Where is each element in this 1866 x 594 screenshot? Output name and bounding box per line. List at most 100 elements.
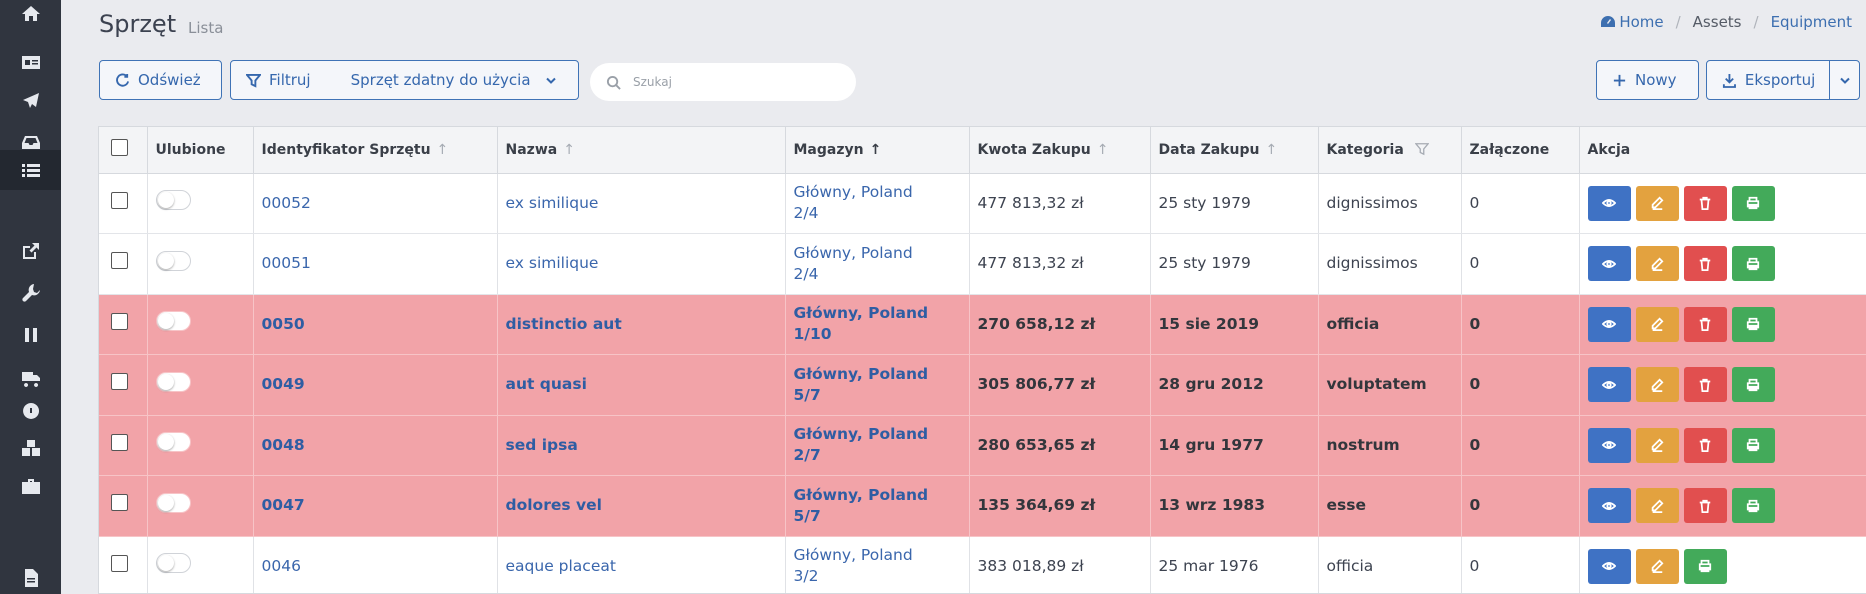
favorite-toggle[interactable] bbox=[155, 190, 191, 211]
sidebar-item-documents[interactable] bbox=[0, 558, 61, 594]
delete-button[interactable] bbox=[1683, 306, 1727, 342]
equipment-name-link[interactable]: ex similique bbox=[497, 233, 786, 295]
sidebar-item-list[interactable] bbox=[0, 150, 61, 190]
sidebar-item-travel[interactable] bbox=[0, 81, 61, 121]
row-checkbox[interactable] bbox=[111, 191, 128, 209]
edit-button[interactable] bbox=[1635, 367, 1679, 403]
equipment-id-link[interactable]: 0050 bbox=[253, 294, 498, 355]
equipment-id-link[interactable]: 0046 bbox=[253, 536, 498, 593]
sidebar-item-work[interactable] bbox=[0, 466, 61, 506]
favorite-toggle[interactable] bbox=[155, 371, 191, 392]
search-box[interactable] bbox=[590, 63, 856, 101]
export-dropdown-toggle[interactable] bbox=[1829, 61, 1859, 99]
view-button[interactable] bbox=[1587, 427, 1631, 463]
sort-arrow-icon[interactable]: ↑ bbox=[563, 141, 575, 158]
view-button[interactable] bbox=[1587, 488, 1631, 524]
row-checkbox[interactable] bbox=[111, 494, 128, 512]
breadcrumb-equipment[interactable]: Equipment bbox=[1770, 13, 1852, 31]
equipment-name-link[interactable]: dolores vel bbox=[497, 475, 786, 537]
sidebar-item-external[interactable] bbox=[0, 231, 61, 271]
refresh-button[interactable]: Odśwież bbox=[99, 60, 222, 100]
print-button[interactable] bbox=[1731, 246, 1775, 282]
equipment-name-link[interactable]: ex similique bbox=[497, 173, 786, 234]
print-button[interactable] bbox=[1731, 367, 1775, 403]
delete-button[interactable] bbox=[1683, 246, 1727, 282]
column-header-amount[interactable]: Kwota Zakupu ↑ bbox=[969, 127, 1151, 174]
equipment-name-link[interactable]: aut quasi bbox=[497, 354, 786, 416]
favorite-toggle[interactable] bbox=[155, 492, 191, 513]
sidebar-item-transport[interactable] bbox=[0, 357, 61, 397]
equipment-id-link[interactable]: 00051 bbox=[253, 233, 498, 295]
sort-arrow-active-icon[interactable]: ↑ bbox=[869, 141, 882, 158]
delete-button[interactable] bbox=[1683, 427, 1727, 463]
warehouse-link[interactable]: Główny, Poland 3/2 bbox=[785, 536, 970, 593]
print-button[interactable] bbox=[1683, 548, 1727, 584]
row-checkbox[interactable] bbox=[111, 373, 128, 391]
sort-arrow-icon[interactable]: ↑ bbox=[1265, 141, 1278, 158]
export-button[interactable]: Eksportuj bbox=[1706, 60, 1860, 100]
sidebar-item-contacts[interactable] bbox=[0, 42, 61, 82]
equipment-id-link[interactable]: 0049 bbox=[253, 354, 498, 416]
warehouse-link[interactable]: Główny, Poland 2/4 bbox=[785, 233, 970, 295]
equipment-id-link[interactable]: 00052 bbox=[253, 173, 498, 234]
table-row[interactable]: 0047 dolores vel Główny, Poland 5/7 135 364,… bbox=[99, 475, 1866, 537]
edit-button[interactable] bbox=[1635, 548, 1679, 584]
breadcrumb-home[interactable]: Home bbox=[1619, 13, 1664, 31]
view-button[interactable] bbox=[1587, 367, 1631, 403]
row-checkbox[interactable] bbox=[111, 554, 128, 572]
table-row[interactable]: 0046 eaque placeat Główny, Poland 3/2 383 01… bbox=[99, 536, 1866, 593]
warehouse-link[interactable]: Główny, Poland 2/7 bbox=[785, 415, 970, 476]
view-button[interactable] bbox=[1587, 246, 1631, 282]
equipment-id-link[interactable]: 0048 bbox=[253, 415, 498, 476]
edit-button[interactable] bbox=[1635, 185, 1679, 221]
view-button[interactable] bbox=[1587, 306, 1631, 342]
sidebar-item-paused[interactable] bbox=[0, 315, 61, 355]
select-all-checkbox[interactable] bbox=[111, 139, 128, 157]
warehouse-link[interactable]: Główny, Poland 5/7 bbox=[785, 354, 970, 416]
sort-arrow-icon[interactable]: ↑ bbox=[436, 141, 449, 158]
table-row[interactable]: 0050 distinctio aut Główny, Poland 1/10 270 … bbox=[99, 294, 1866, 355]
print-button[interactable] bbox=[1731, 185, 1775, 221]
sidebar-item-dashboard[interactable] bbox=[0, 391, 61, 431]
sidebar-item-inbox[interactable] bbox=[0, 122, 61, 162]
edit-button[interactable] bbox=[1635, 488, 1679, 524]
warehouse-link[interactable]: Główny, Poland 2/4 bbox=[785, 173, 970, 234]
delete-button[interactable] bbox=[1683, 185, 1727, 221]
row-checkbox[interactable] bbox=[111, 312, 128, 330]
search-input[interactable] bbox=[633, 75, 833, 89]
favorite-toggle[interactable] bbox=[155, 311, 191, 332]
column-header-id[interactable]: Identyfikator Sprzętu ↑ bbox=[253, 127, 498, 174]
new-button[interactable]: Nowy bbox=[1596, 60, 1699, 100]
sidebar-item-home[interactable] bbox=[0, 0, 61, 34]
row-checkbox[interactable] bbox=[111, 252, 128, 270]
column-header-category[interactable]: Kategoria bbox=[1318, 127, 1462, 174]
column-header-warehouse[interactable]: Magazyn ↑ bbox=[785, 127, 970, 174]
column-header-name[interactable]: Nazwa ↑ bbox=[497, 127, 786, 174]
filter-icon[interactable] bbox=[1414, 142, 1430, 156]
delete-button[interactable] bbox=[1683, 367, 1727, 403]
sort-arrow-icon[interactable]: ↑ bbox=[1096, 141, 1109, 158]
equipment-name-link[interactable]: sed ipsa bbox=[497, 415, 786, 476]
print-button[interactable] bbox=[1731, 306, 1775, 342]
equipment-name-link[interactable]: distinctio aut bbox=[497, 294, 786, 355]
view-button[interactable] bbox=[1587, 548, 1631, 584]
print-button[interactable] bbox=[1731, 488, 1775, 524]
equipment-name-link[interactable]: eaque placeat bbox=[497, 536, 786, 593]
column-header-date[interactable]: Data Zakupu ↑ bbox=[1150, 127, 1319, 174]
edit-button[interactable] bbox=[1635, 246, 1679, 282]
favorite-toggle[interactable] bbox=[155, 553, 191, 574]
table-row[interactable]: 0049 aut quasi Główny, Poland 5/7 305 806,77… bbox=[99, 354, 1866, 416]
row-checkbox[interactable] bbox=[111, 433, 128, 451]
table-row[interactable]: 00051 ex similique Główny, Poland 2/4 477 81… bbox=[99, 233, 1866, 295]
warehouse-link[interactable]: Główny, Poland 1/10 bbox=[785, 294, 970, 355]
table-row[interactable]: 0048 sed ipsa Główny, Poland 2/7 280 653,65 … bbox=[99, 415, 1866, 476]
sidebar-item-tools[interactable] bbox=[0, 273, 61, 313]
favorite-toggle[interactable] bbox=[155, 432, 191, 453]
edit-button[interactable] bbox=[1635, 427, 1679, 463]
sidebar-item-stock[interactable] bbox=[0, 428, 61, 468]
warehouse-link[interactable]: Główny, Poland 5/7 bbox=[785, 475, 970, 537]
table-row[interactable]: 00052 ex similique Główny, Poland 2/4 477 81… bbox=[99, 173, 1866, 234]
equipment-id-link[interactable]: 0047 bbox=[253, 475, 498, 537]
edit-button[interactable] bbox=[1635, 306, 1679, 342]
print-button[interactable] bbox=[1731, 427, 1775, 463]
